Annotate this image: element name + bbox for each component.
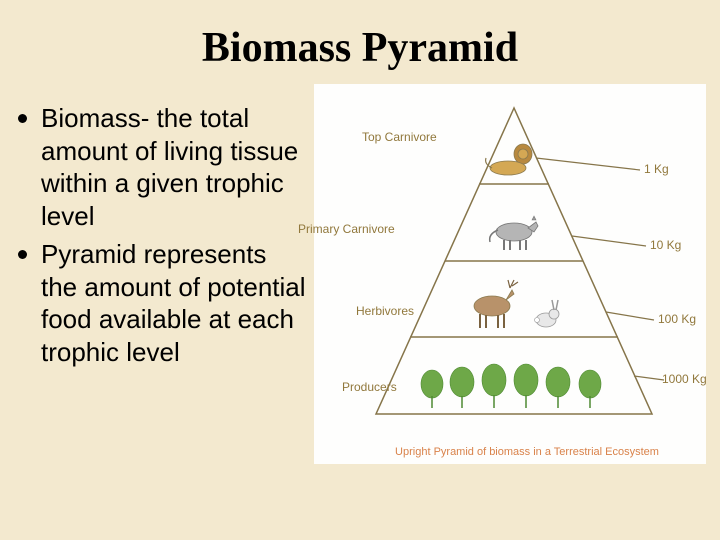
content-area: Biomass- the total amount of living tiss… xyxy=(0,84,720,464)
slide-title: Biomass Pyramid xyxy=(0,0,720,84)
bullet-dot-icon xyxy=(18,114,27,123)
wolf-icon xyxy=(490,216,538,250)
bullet-text: Pyramid represents the amount of potenti… xyxy=(41,238,308,368)
bullet-item: Biomass- the total amount of living tiss… xyxy=(14,102,308,232)
pyramid-diagram: Top Carnivore Primary Carnivore Herbivor… xyxy=(314,84,706,464)
lion-icon xyxy=(486,144,532,175)
level-label-producers: Producers xyxy=(342,380,397,394)
plants-icon xyxy=(421,364,601,408)
diagram-caption: Upright Pyramid of biomass in a Terrestr… xyxy=(348,446,706,458)
level-label-primary-carnivore: Primary Carnivore xyxy=(298,222,395,236)
rabbit-icon xyxy=(535,300,560,327)
bullet-dot-icon xyxy=(18,250,27,259)
level-label-herbivores: Herbivores xyxy=(356,304,414,318)
deer-icon xyxy=(474,280,518,328)
mass-label-1kg: 1 Kg xyxy=(644,162,669,176)
mass-label-1000kg: 1000 Kg xyxy=(662,372,707,386)
mass-label-100kg: 100 Kg xyxy=(658,312,696,326)
bullet-text: Biomass- the total amount of living tiss… xyxy=(41,102,308,232)
level-label-top-carnivore: Top Carnivore xyxy=(362,130,437,144)
mass-label-10kg: 10 Kg xyxy=(650,238,681,252)
bullet-list: Biomass- the total amount of living tiss… xyxy=(14,84,308,464)
bullet-item: Pyramid represents the amount of potenti… xyxy=(14,238,308,368)
